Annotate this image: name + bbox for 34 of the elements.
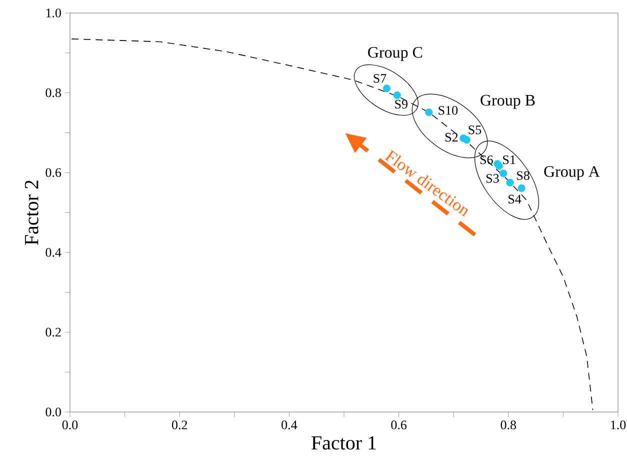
y-tick-label: 0.4 [46,248,62,257]
point [518,184,526,192]
annotation: S4 [508,194,522,204]
point [425,108,433,116]
point [500,170,508,178]
y-tick-label: 0.0 [46,408,61,416]
annotation: S9 [395,100,408,109]
y-tick-label: 0.6 [46,168,62,178]
x-tick-label: 1.0 [611,420,626,430]
annotation: S7 [374,74,386,83]
x-tick-label: 0.4 [282,420,298,430]
x-tick-label: 0.6 [391,420,407,430]
annotation: S3 [486,174,499,183]
annotation: S6 [480,155,493,164]
y-tick-label: 0.8 [46,88,61,98]
y-tick-label: 0.2 [46,328,61,337]
annotation: Group C [368,47,422,61]
y-tick-label: 1.0 [46,8,61,18]
annotation: Group B [480,94,535,109]
annotation: S5 [468,126,482,134]
x-tick-label: 0.0 [62,420,78,430]
point [382,84,391,92]
y-axis-title: Factor 2 [24,180,38,245]
point [393,91,401,99]
x-tick-label: 0.2 [172,420,188,430]
point [506,178,514,186]
annotation: S8 [517,171,530,180]
x-tick-label: 0.8 [500,420,516,430]
x-axis-title: Factor 1 [312,436,376,450]
annotation: S2 [445,132,458,142]
annotation: Group A [544,166,600,180]
annotation: S1 [503,155,516,164]
point [462,136,471,144]
annotation: S10 [438,106,458,115]
